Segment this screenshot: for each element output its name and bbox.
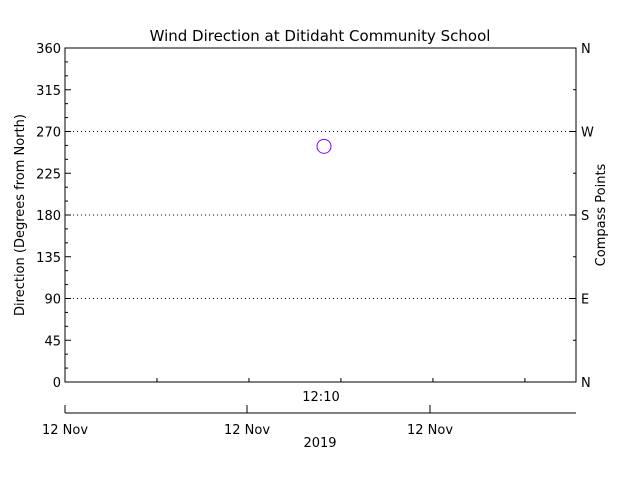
date-tick-label: 12 Nov xyxy=(224,423,270,438)
y-tick-label: 180 xyxy=(36,209,61,224)
y-tick-label: 270 xyxy=(36,126,61,141)
y-tick-label: 0 xyxy=(53,376,61,391)
compass-tick-label: S xyxy=(581,209,589,224)
data-point xyxy=(316,138,332,154)
y-tick-label: 315 xyxy=(36,84,61,99)
data-points xyxy=(316,138,332,154)
left-y-axis: 0 45 90 135 180 225 270 315 360 xyxy=(36,42,526,391)
date-tick-label: 12 Nov xyxy=(42,423,88,438)
y-axis-label: Direction (Degrees from North) xyxy=(13,114,28,316)
y-tick-label: 90 xyxy=(44,293,61,308)
right-compass-axis: N E S W N xyxy=(570,42,594,391)
y-tick-label: 360 xyxy=(36,42,61,57)
chart-title: Wind Direction at Ditidaht Community Sch… xyxy=(150,27,491,45)
time-label: 12:10 xyxy=(302,390,339,405)
year-label: 2019 xyxy=(303,436,336,451)
compass-tick-label: N xyxy=(581,42,591,57)
right-axis-label: Compass Points xyxy=(594,163,609,266)
compass-tick-label: E xyxy=(581,293,589,308)
compass-tick-label: W xyxy=(581,126,594,141)
date-axis: 12 Nov 12 Nov 12 Nov xyxy=(42,405,576,438)
y-tick-label: 45 xyxy=(44,334,61,349)
date-tick-label: 12 Nov xyxy=(407,423,453,438)
compass-tick-label: N xyxy=(581,376,591,391)
y-tick-label: 135 xyxy=(36,251,61,266)
grid-lines xyxy=(65,131,576,299)
y-tick-label: 225 xyxy=(36,167,61,182)
